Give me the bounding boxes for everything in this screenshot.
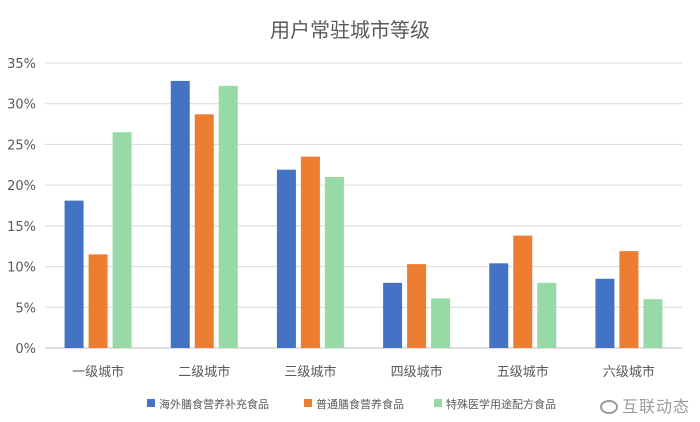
legend-swatch [434, 399, 442, 407]
y-tick-label: 20% [7, 179, 36, 194]
bar [513, 235, 533, 348]
bar [643, 299, 663, 348]
x-axis-ticks: 一级城市 二级城市 三级城市 四级城市 五级城市 六级城市 [72, 364, 655, 380]
x-tick-label: 四级城市 [391, 364, 443, 380]
bars [64, 80, 663, 349]
legend-swatch [304, 399, 312, 407]
legend-label: 普通膳食营养食品 [316, 397, 404, 411]
bar [537, 282, 557, 348]
bar [218, 85, 238, 349]
bar [324, 177, 344, 348]
bar [300, 156, 320, 348]
legend-label: 特殊医学用途配方食品 [446, 397, 556, 411]
bar [88, 254, 108, 348]
x-tick-label: 二级城市 [178, 364, 230, 380]
legend: 海外膳食营养补充食品 普通膳食营养食品 特殊医学用途配方食品 [147, 397, 556, 411]
y-tick-label: 30% [7, 98, 36, 113]
gridlines [45, 62, 682, 349]
y-tick-label: 0% [15, 342, 36, 357]
bar [64, 200, 84, 348]
watermark: 互联动态 [599, 393, 690, 417]
bar [276, 169, 296, 348]
y-tick-label: 5% [15, 301, 36, 316]
bar [619, 251, 639, 348]
x-tick-label: 三级城市 [284, 364, 336, 380]
bar [170, 80, 190, 349]
bar [407, 264, 427, 348]
bar [431, 298, 451, 348]
weibo-icon [599, 400, 618, 414]
y-tick-label: 35% [7, 57, 36, 72]
legend-label: 海外膳食营养补充食品 [159, 397, 269, 411]
bar [595, 278, 615, 348]
y-tick-label: 15% [7, 220, 36, 235]
bar [194, 114, 214, 348]
watermark-text: 互联动态 [621, 397, 690, 416]
y-axis-ticks: 0% 5% 10% 15% 20% 25% 30% 35% [7, 57, 36, 357]
x-tick-label: 六级城市 [603, 364, 655, 380]
x-tick-label: 五级城市 [497, 364, 549, 380]
bar [489, 263, 509, 348]
bar [112, 132, 132, 348]
bar [383, 282, 403, 348]
legend-swatch [147, 399, 155, 407]
chart-title: 用户常驻城市等级 [270, 18, 430, 42]
x-tick-label: 一级城市 [72, 364, 124, 380]
y-tick-label: 10% [7, 261, 36, 276]
y-tick-label: 25% [7, 138, 36, 153]
